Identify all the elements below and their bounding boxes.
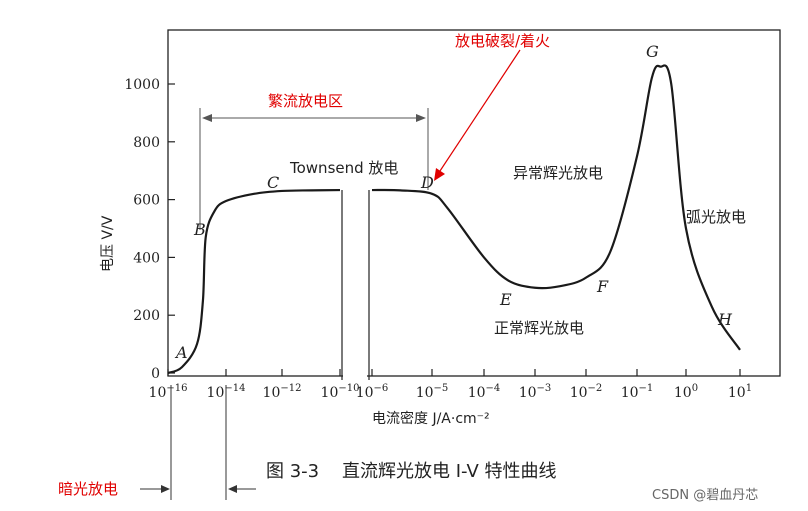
region-dark: 暗光放电 [58, 480, 118, 498]
point-label-b: B [193, 220, 206, 239]
y-tick-label: 0 [151, 366, 160, 382]
breakdown-arrow-line [437, 49, 521, 175]
x-tick-label: 10−2 [570, 383, 603, 401]
point-label-h: H [717, 310, 733, 329]
figure-caption: 图 3-3 直流辉光放电 I-V 特性曲线 [266, 461, 557, 482]
y-tick-label: 800 [133, 135, 160, 151]
y-axis-label: 电压 V/V [100, 215, 116, 272]
avalanche-arrow-right [416, 114, 426, 122]
region-breakdown: 放电破裂/着火 [455, 32, 550, 50]
region-avalanche: 繁流放电区 [268, 92, 343, 110]
x-tick-label: 10−10 [321, 383, 360, 401]
x-tick-label: 10−12 [263, 383, 302, 401]
point-label-f: F [596, 277, 609, 296]
watermark: CSDN @碧血丹芯 [652, 488, 758, 503]
point-label-d: D [420, 173, 434, 192]
y-tick-label: 400 [133, 250, 160, 266]
x-tick-label: 10−3 [519, 383, 552, 401]
x-tick-label: 10−1 [621, 383, 654, 401]
avalanche-arrow-left [202, 114, 212, 122]
region-normal-glow: 正常辉光放电 [494, 319, 584, 337]
dark-arrow-left-head [161, 485, 170, 493]
region-townsend: Townsend 放电 [289, 159, 398, 177]
curve-segment-1 [167, 188, 341, 375]
x-axis-label: 电流密度 J/A·cm⁻² [372, 410, 490, 427]
y-tick-label: 1000 [124, 77, 160, 93]
x-tick-label: 10−4 [468, 383, 501, 401]
y-tick-label: 200 [133, 308, 160, 324]
axis-break-gap [343, 150, 367, 382]
region-arc: 弧光放电 [686, 208, 746, 226]
x-tick-label: 10−6 [356, 383, 389, 401]
breakdown-arrowhead [434, 168, 445, 181]
point-label-e: E [499, 290, 512, 309]
point-label-c: C [267, 173, 279, 192]
x-tick-label: 10−16 [149, 383, 188, 401]
point-label-a: A [174, 343, 188, 362]
point-label-g: G [646, 42, 659, 61]
x-tick-label: 101 [728, 383, 752, 401]
curve-segment-2 [371, 64, 741, 351]
y-tick-label: 600 [133, 193, 160, 209]
dark-arrow-right-head [228, 485, 237, 493]
x-tick-label: 100 [674, 383, 698, 401]
x-tick-label: 10−5 [416, 383, 449, 401]
region-abnormal-glow: 异常辉光放电 [513, 164, 603, 182]
plot-frame [167, 29, 781, 377]
